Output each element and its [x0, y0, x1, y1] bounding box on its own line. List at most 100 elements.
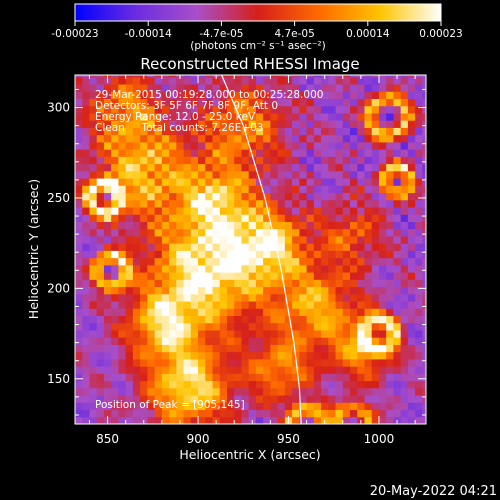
heatmap-cell	[241, 257, 250, 266]
heatmap-cell	[393, 149, 402, 157]
heatmap-cell	[183, 127, 192, 136]
heatmap-cell	[198, 344, 206, 353]
heatmap-cell	[386, 228, 394, 237]
heatmap-cell	[89, 170, 98, 179]
heatmap-cell	[176, 308, 185, 317]
heatmap-cell	[357, 207, 365, 215]
heatmap-cell	[147, 337, 156, 345]
heatmap-cell	[111, 105, 119, 114]
heatmap-cell	[140, 76, 148, 85]
heatmap-cell	[335, 279, 344, 288]
heatmap-cell	[147, 75, 156, 78]
heatmap-cell	[140, 351, 148, 360]
heatmap-cell	[335, 112, 344, 121]
heatmap-cell	[277, 337, 286, 345]
heatmap-cell	[161, 214, 170, 222]
heatmap-cell	[118, 112, 127, 121]
heatmap-cell	[422, 301, 426, 309]
heatmap-cell	[415, 322, 423, 331]
heatmap-cell	[205, 98, 214, 107]
heatmap-cell	[147, 170, 156, 179]
heatmap-cell	[169, 156, 177, 165]
heatmap-cell	[125, 329, 134, 338]
heatmap-cell	[263, 221, 271, 230]
heatmap-cell	[277, 366, 286, 374]
heatmap-cell	[234, 134, 242, 143]
heatmap-cell	[313, 272, 322, 280]
heatmap-cell	[205, 279, 214, 288]
heatmap-cell	[386, 395, 394, 403]
heatmap-cell	[219, 75, 228, 78]
heatmap-cell	[140, 301, 148, 309]
heatmap-cell	[321, 322, 329, 331]
heatmap-cell	[284, 156, 293, 165]
heatmap-cell	[248, 293, 257, 302]
heatmap-cell	[161, 163, 170, 172]
heatmap-cell	[183, 264, 192, 273]
heatmap-cell	[241, 402, 250, 411]
heatmap-cell	[313, 76, 322, 85]
heatmap-cell	[350, 228, 358, 237]
heatmap-cell	[226, 221, 235, 230]
heatmap-cell	[364, 416, 373, 424]
heatmap-cell	[234, 84, 242, 92]
heatmap-cell	[118, 235, 127, 244]
heatmap-cell	[422, 84, 426, 92]
heatmap-cell	[335, 351, 344, 360]
heatmap-cell	[393, 264, 402, 273]
heatmap-cell	[169, 257, 177, 266]
colorbar-tick-label: -0.00023	[51, 28, 98, 40]
heatmap-cell	[154, 395, 163, 403]
heatmap-cell	[111, 192, 119, 201]
heatmap-cell	[342, 243, 351, 251]
heatmap-cell	[378, 228, 387, 237]
heatmap-cell	[299, 301, 308, 309]
heatmap-cell	[422, 149, 426, 157]
heatmap-cell	[96, 228, 105, 237]
heatmap-cell	[364, 185, 373, 194]
heatmap-cell	[422, 257, 426, 266]
heatmap-cell	[415, 170, 423, 179]
heatmap-cell	[132, 185, 141, 194]
heatmap-cell	[422, 264, 426, 273]
heatmap-cell	[284, 228, 293, 237]
heatmap-cell	[328, 163, 337, 172]
heatmap-cell	[226, 293, 235, 302]
heatmap-cell	[255, 214, 264, 222]
heatmap-cell	[306, 286, 315, 295]
heatmap-cell	[183, 178, 192, 186]
heatmap-cell	[415, 228, 423, 237]
heatmap-cell	[342, 257, 351, 266]
heatmap-cell	[125, 351, 134, 360]
heatmap-cell	[270, 91, 279, 100]
heatmap-cell	[111, 149, 119, 157]
heatmap-cell	[284, 105, 293, 114]
heatmap-cell	[147, 76, 156, 85]
heatmap-cell	[198, 301, 206, 309]
heatmap-cell	[299, 156, 308, 165]
heatmap-cell	[415, 156, 423, 165]
heatmap-cell	[248, 185, 257, 194]
heatmap-cell	[393, 250, 402, 259]
heatmap-cell	[284, 395, 293, 403]
heatmap-cell	[125, 221, 134, 230]
heatmap-cell	[161, 257, 170, 266]
heatmap-cell	[125, 358, 134, 367]
heatmap-cell	[169, 199, 177, 208]
heatmap-cell	[205, 207, 214, 215]
heatmap-cell	[169, 380, 177, 389]
heatmap-cell	[82, 344, 90, 353]
heatmap-cell	[393, 91, 402, 100]
heatmap-cell	[357, 322, 365, 331]
heatmap-cell	[89, 344, 98, 353]
heatmap-cell	[292, 272, 300, 280]
heatmap-cell	[219, 351, 228, 360]
heatmap-cell	[190, 185, 199, 194]
heatmap-cell	[140, 272, 148, 280]
heatmap-cell	[328, 351, 337, 360]
heatmap-cell	[393, 337, 402, 345]
heatmap-cell	[176, 366, 185, 374]
heatmap-cell	[335, 156, 344, 165]
heatmap-cell	[176, 112, 185, 121]
heatmap-cell	[371, 178, 380, 186]
